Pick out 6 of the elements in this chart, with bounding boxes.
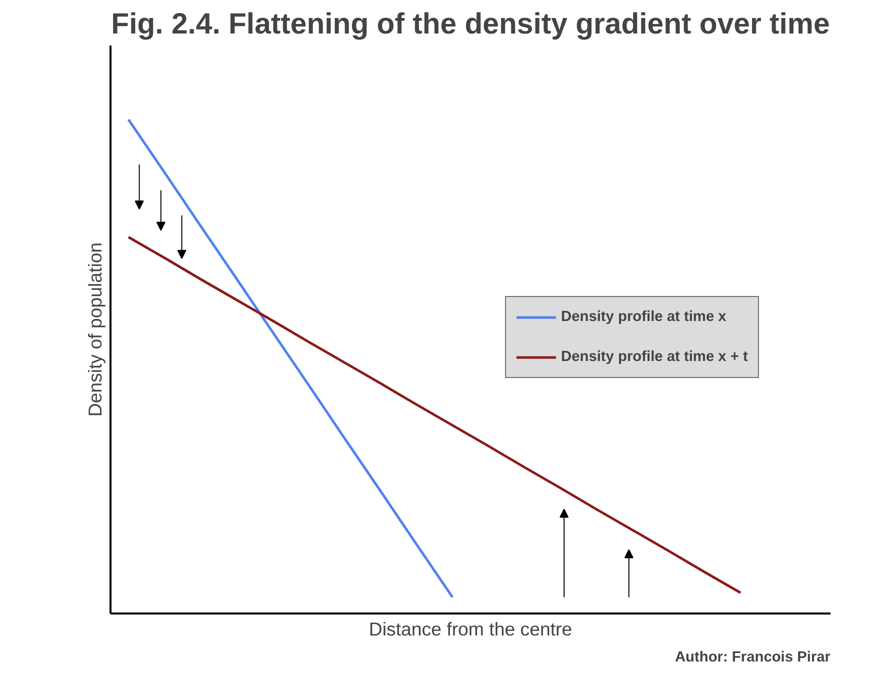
y-axis-title: Density of population <box>84 242 106 417</box>
legend-label: Density profile at time x + t <box>561 349 748 365</box>
text: Author: Francois Pirar <box>674 650 831 666</box>
x-axis-title: Distance from the centre <box>368 618 572 640</box>
chart-title: Fig. 2.4. Flattening of the density gradient over time <box>111 8 830 40</box>
legend-label: Density profile at time x <box>561 309 726 325</box>
